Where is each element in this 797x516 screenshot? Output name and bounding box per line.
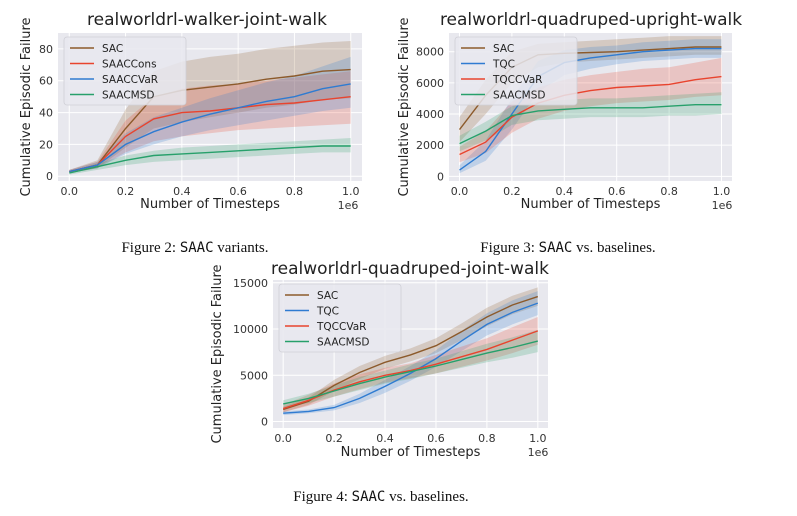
y-tick-label: 0: [261, 416, 268, 429]
caption-suffix: vs. baselines.: [572, 240, 655, 256]
y-tick-label: 10000: [233, 323, 268, 336]
series-line-saacmsd: [283, 340, 538, 405]
x-tick-label: 0.8: [286, 185, 304, 198]
y-tick-label: 15000: [233, 277, 268, 290]
x-tick-label: 0.2: [325, 432, 343, 445]
x-tick-label: 0.8: [660, 185, 678, 198]
legend-label-saaccvar: SAACCVaR: [102, 74, 158, 86]
series-line-tqccvar: [459, 75, 722, 156]
y-axis-label: Cumulative Episodic Failure: [210, 264, 225, 443]
x-tick-label: 0.6: [229, 185, 247, 198]
x-tick-label: 0.6: [608, 185, 626, 198]
legend-label-sac: SAC: [317, 290, 338, 302]
band-tqc: [283, 291, 538, 416]
caption-method: SAAC: [352, 489, 386, 505]
chart-2: 0.0 0.2 0.4 0.6 0.8 1.0 0 2000 4000 6000 8000 realw…: [397, 10, 742, 212]
series-line-sac: [69, 68, 351, 173]
band-tqc: [459, 39, 722, 174]
legend-label-saaccons: SAACCons: [102, 59, 157, 71]
x-tick-label: 0.2: [503, 185, 521, 198]
x-tick-label: 0.6: [427, 432, 445, 445]
caption-prefix: Figure 2:: [121, 240, 179, 256]
x-tick-label: 0.4: [173, 185, 191, 198]
chart-3: 0.0 0.2 0.4 0.6 0.8 1.0 0 5000 10000 15000realwor…: [210, 259, 549, 460]
caption-suffix: variants.: [214, 240, 269, 256]
series-line-tqc: [459, 47, 722, 171]
y-tick-label: 6000: [416, 77, 444, 90]
x-tick-label: 1.0: [342, 185, 360, 198]
legend-label-saacmsd: SAACMSD: [317, 337, 369, 349]
x-offset-label: 1e6: [338, 199, 359, 212]
chart-title: realworldrl-walker-joint-walk: [87, 10, 327, 30]
figure-caption-2: Figure 2: SAAC variants.: [121, 240, 268, 256]
x-tick-label: 0.4: [376, 432, 394, 445]
band-saacmsd: [283, 329, 538, 408]
chart-1: 0.0 0.2 0.4 0.6 0.8 1.0 0 20 40 60 80 realworldrl-w…: [19, 10, 362, 212]
y-tick-label: 60: [39, 75, 53, 88]
x-offset-label: 1e6: [528, 446, 549, 459]
x-tick-label: 0.4: [556, 185, 574, 198]
figure-caption-3: Figure 3: SAAC vs. baselines.: [480, 240, 655, 256]
x-tick-label: 0.0: [61, 185, 79, 198]
series-line-saacmsd: [459, 103, 722, 145]
legend-box: [454, 36, 578, 106]
y-axis-label: Cumulative Episodic Failure: [397, 17, 412, 196]
legend-label-saacmsd: SAACMSD: [102, 90, 154, 102]
band-sac: [69, 41, 351, 173]
chart-title: realworldrl-quadruped-upright-walk: [440, 10, 742, 30]
y-tick-label: 4000: [416, 108, 444, 121]
x-offset-label: 1e6: [712, 199, 733, 212]
y-tick-label: 2000: [416, 139, 444, 152]
x-axis-label: Number of Timesteps: [521, 197, 661, 212]
legend-label-saacmsd: SAACMSD: [493, 90, 545, 102]
series-line-saacmsd: [69, 145, 351, 174]
legend-label-sac: SAC: [493, 43, 514, 55]
caption-prefix: Figure 3:: [480, 240, 538, 256]
caption-method: SAAC: [539, 240, 573, 256]
legend-label-sac: SAC: [102, 43, 123, 55]
y-axis-label: Cumulative Episodic Failure: [19, 17, 34, 196]
series-line-saaccons: [69, 96, 351, 173]
series-line-tqc: [283, 302, 539, 414]
legend-label-tqc: TQC: [492, 59, 515, 71]
legend-label-tqccvar: TQCCVaR: [316, 321, 366, 333]
band-tqccvar: [459, 57, 722, 163]
band-saacmsd: [69, 138, 351, 175]
series-line-sac: [282, 295, 539, 411]
legend-box: [278, 283, 402, 353]
y-tick-label: 80: [39, 43, 53, 56]
y-tick-label: 40: [39, 107, 53, 120]
legend-box: [63, 36, 187, 106]
caption-method: SAAC: [180, 240, 214, 256]
y-tick-label: 0: [437, 170, 444, 183]
x-tick-label: 1.0: [529, 432, 547, 445]
figure-caption-4: Figure 4: SAAC vs. baselines.: [293, 489, 468, 505]
legend-label-tqccvar: TQCCVaR: [492, 74, 542, 86]
caption-prefix: Figure 4:: [293, 489, 351, 505]
x-tick-label: 0.0: [451, 185, 469, 198]
y-tick-label: 0: [46, 170, 53, 183]
x-tick-label: 0.8: [478, 432, 496, 445]
band-tqccvar: [283, 317, 538, 413]
y-tick-label: 5000: [240, 369, 268, 382]
x-tick-label: 1.0: [713, 185, 731, 198]
x-tick-label: 0.2: [117, 185, 135, 198]
band-saaccvar: [69, 56, 351, 173]
band-sac: [283, 287, 538, 413]
chart-title: realworldrl-quadruped-joint-walk: [271, 259, 549, 279]
y-tick-label: 20: [39, 138, 53, 151]
caption-suffix: vs. baselines.: [385, 489, 468, 505]
x-axis-label: Number of Timesteps: [341, 445, 481, 460]
band-saaccons: [69, 71, 351, 173]
x-axis-label: Number of Timesteps: [140, 197, 280, 212]
series-line-saaccvar: [69, 83, 351, 173]
x-tick-label: 0.0: [274, 432, 292, 445]
legend-label-tqc: TQC: [316, 306, 339, 318]
y-tick-label: 8000: [416, 46, 444, 59]
